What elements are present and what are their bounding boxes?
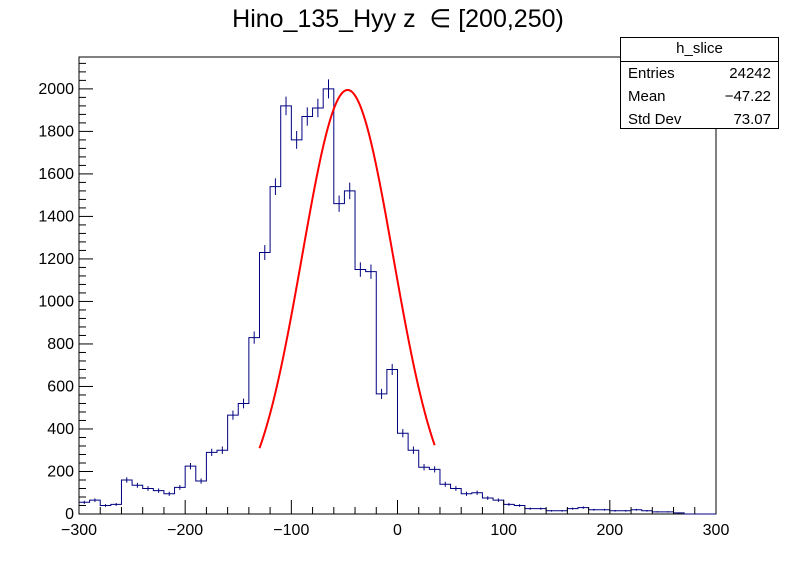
x-tick-label: 200 bbox=[596, 522, 623, 539]
y-tick-label: 200 bbox=[47, 463, 74, 480]
chart-title: Hino_135_Hyy z ∈ [200,250) bbox=[232, 5, 564, 33]
y-tick-label: 1000 bbox=[38, 293, 74, 310]
stats-row-stddev: Std Dev 73.07 bbox=[621, 108, 778, 131]
histogram-outline bbox=[79, 88, 716, 515]
stats-row-mean: Mean −47.22 bbox=[621, 85, 778, 108]
x-tick-label: −300 bbox=[61, 522, 97, 539]
x-tick-label: −200 bbox=[167, 522, 203, 539]
x-tick-label: 100 bbox=[490, 522, 517, 539]
stats-value: 24242 bbox=[729, 65, 771, 82]
stats-row-entries: Entries 24242 bbox=[621, 62, 778, 85]
y-tick-label: 400 bbox=[47, 421, 74, 438]
stats-box-title: h_slice bbox=[621, 38, 778, 62]
y-tick-label: 1600 bbox=[38, 166, 74, 183]
y-tick-label: 600 bbox=[47, 378, 74, 395]
stats-label: Entries bbox=[628, 65, 675, 82]
gaussian-fit-curve bbox=[258, 88, 436, 449]
x-tick-label: 0 bbox=[393, 522, 402, 539]
x-tick-label: −100 bbox=[273, 522, 309, 539]
stats-box: h_slice Entries 24242 Mean −47.22 Std De… bbox=[620, 37, 779, 129]
y-tick-label: 1400 bbox=[38, 208, 74, 225]
stats-value: −47.22 bbox=[724, 88, 771, 105]
y-tick-label: 1200 bbox=[38, 251, 74, 268]
y-tick-label: 800 bbox=[47, 336, 74, 353]
x-tick-label: 300 bbox=[703, 522, 730, 539]
stats-value: 73.07 bbox=[733, 111, 771, 128]
y-tick-label: 2000 bbox=[38, 81, 74, 98]
stats-label: Mean bbox=[628, 88, 666, 105]
y-tick-label: 1800 bbox=[38, 123, 74, 140]
y-tick-label: 0 bbox=[65, 506, 74, 523]
stats-label: Std Dev bbox=[628, 111, 682, 128]
